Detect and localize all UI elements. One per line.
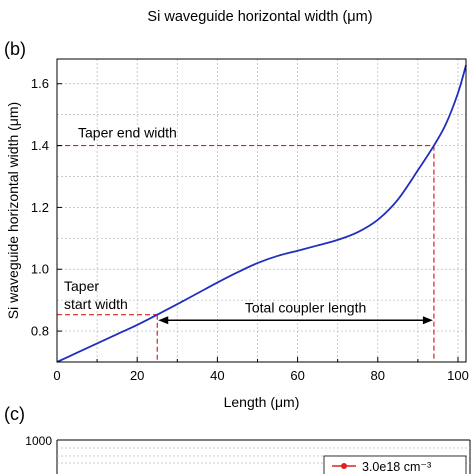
total-length-arrow	[158, 316, 433, 325]
annotation-taper-start-line1: Taper	[64, 278, 99, 294]
y-tick-label: 1.0	[31, 262, 49, 277]
width-curve	[56, 64, 467, 363]
guide-lines	[57, 144, 435, 362]
y-tick-label: 1.6	[31, 76, 49, 91]
panel-b-label: (b)	[4, 39, 26, 59]
x-tick-label: 60	[290, 368, 304, 383]
y-axis-label: Si waveguide horizontal width (μm)	[5, 102, 21, 319]
x-axis-ticks: 0 20 40 60 80 100	[53, 357, 469, 383]
arrow-head-left	[158, 316, 169, 325]
x-tick-label: 40	[210, 368, 224, 383]
top-fragment-xlabel: Si waveguide horizontal width (μm)	[147, 9, 372, 25]
panel-c-ytick-1000: 1000	[25, 434, 52, 448]
x-tick-label: 80	[371, 368, 385, 383]
panel-c-legend-text: 3.0e18 cm⁻³	[362, 460, 431, 474]
panel-c-fragment: 1000 3.0e18 cm⁻³	[25, 434, 471, 474]
grid	[56, 59, 466, 363]
y-axis-ticks: 0.8 1.0 1.2 1.4 1.6	[31, 76, 62, 339]
panel-c-label: (c)	[4, 404, 25, 424]
x-tick-label: 20	[130, 368, 144, 383]
annotation-taper-start-line2: start width	[64, 296, 128, 312]
plot-frame	[56, 58, 467, 363]
x-axis-label: Length (μm)	[224, 394, 300, 410]
y-tick-label: 1.2	[31, 200, 49, 215]
annotation-total-length: Total coupler length	[245, 299, 366, 315]
x-tick-label: 0	[53, 368, 60, 383]
arrow-head-right	[422, 316, 433, 325]
x-tick-label: 100	[447, 368, 469, 383]
annotation-taper-end: Taper end width	[78, 125, 177, 141]
panel-c-legend-box	[323, 455, 467, 474]
top-panel-fragment: Si waveguide horizontal width (μm)	[147, 9, 372, 25]
y-tick-label: 0.8	[31, 324, 49, 339]
y-tick-label: 1.4	[31, 138, 49, 153]
panel-c-legend-marker	[341, 463, 347, 469]
